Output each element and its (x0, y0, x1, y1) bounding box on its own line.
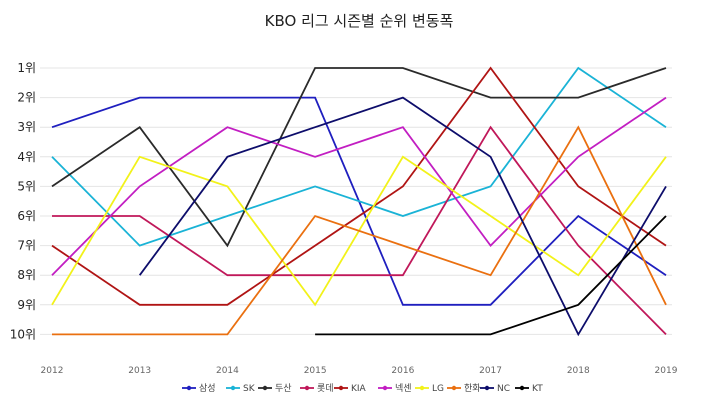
x-axis-ticks: 2012 2013 2014 2015 2016 2017 2018 2019 (41, 366, 678, 376)
legend-item: 롯데 (300, 383, 334, 394)
y-tick-label: 3위 (17, 120, 36, 134)
legend-label: KIA (351, 384, 367, 394)
y-tick-label: 8위 (17, 268, 36, 282)
y-tick-label: 6위 (17, 209, 36, 223)
x-tick-label: 2017 (479, 366, 502, 376)
series-line-한화 (52, 125, 667, 336)
series-line-KT (315, 215, 667, 336)
y-tick-label: 7위 (17, 239, 36, 253)
x-tick-label: 2018 (567, 366, 590, 376)
series-line-KIA (51, 66, 667, 306)
legend: 삼성 SK 두산 롯데 KIA 넥센 LG 한화 NC KT (182, 383, 543, 394)
legend-item: 넥센 (378, 383, 412, 394)
x-tick-label: 2013 (128, 366, 151, 376)
legend-item: KIA (334, 384, 367, 394)
series-line-SK (51, 66, 667, 247)
legend-marker (519, 385, 525, 391)
legend-item: 삼성 (182, 383, 216, 394)
legend-marker (338, 385, 344, 391)
y-tick-label: 5위 (17, 179, 36, 193)
legend-label: 삼성 (199, 383, 216, 394)
gridlines (40, 67, 672, 335)
x-tick-label: 2015 (304, 366, 327, 376)
chart-title: KBO 리그 시즌별 순위 변동폭 (265, 12, 454, 30)
series-line-두산 (51, 67, 667, 248)
y-tick-label: 10위 (10, 327, 36, 341)
legend-item: NC (480, 384, 510, 394)
legend-marker (262, 385, 268, 391)
x-tick-label: 2012 (41, 366, 64, 376)
legend-marker (382, 385, 388, 391)
legend-label: 롯데 (317, 383, 334, 394)
legend-marker (484, 385, 490, 391)
legend-item: KT (515, 384, 543, 394)
legend-label: 넥센 (395, 383, 412, 394)
legend-label: KT (532, 384, 543, 394)
series-line-NC (138, 96, 667, 337)
x-tick-label: 2019 (655, 366, 678, 376)
legend-marker (304, 385, 310, 391)
legend-label: 한화 (464, 383, 481, 394)
series-line-넥센 (51, 96, 667, 276)
legend-label: NC (497, 384, 510, 394)
legend-label: LG (432, 384, 444, 394)
legend-item: 두산 (258, 383, 292, 394)
x-tick-label: 2016 (391, 366, 414, 376)
x-tick-label: 2014 (216, 366, 239, 376)
legend-item: 한화 (447, 383, 481, 394)
legend-item: SK (226, 384, 256, 394)
y-tick-label: 4위 (17, 150, 36, 164)
y-axis-ticks: 1위 2위 3위 4위 5위 6위 7위 8위 9위 10위 (10, 61, 36, 341)
series-line-롯데 (52, 125, 667, 336)
legend-marker (451, 385, 457, 391)
legend-label: SK (243, 384, 256, 394)
legend-marker (419, 385, 425, 391)
legend-item: LG (415, 384, 444, 394)
y-tick-label: 9위 (17, 298, 36, 312)
legend-marker (230, 385, 236, 391)
legend-marker (186, 385, 192, 391)
y-tick-label: 1위 (17, 61, 36, 75)
y-tick-label: 2위 (17, 91, 36, 105)
legend-label: 두산 (275, 383, 292, 394)
series-lines (51, 66, 667, 337)
